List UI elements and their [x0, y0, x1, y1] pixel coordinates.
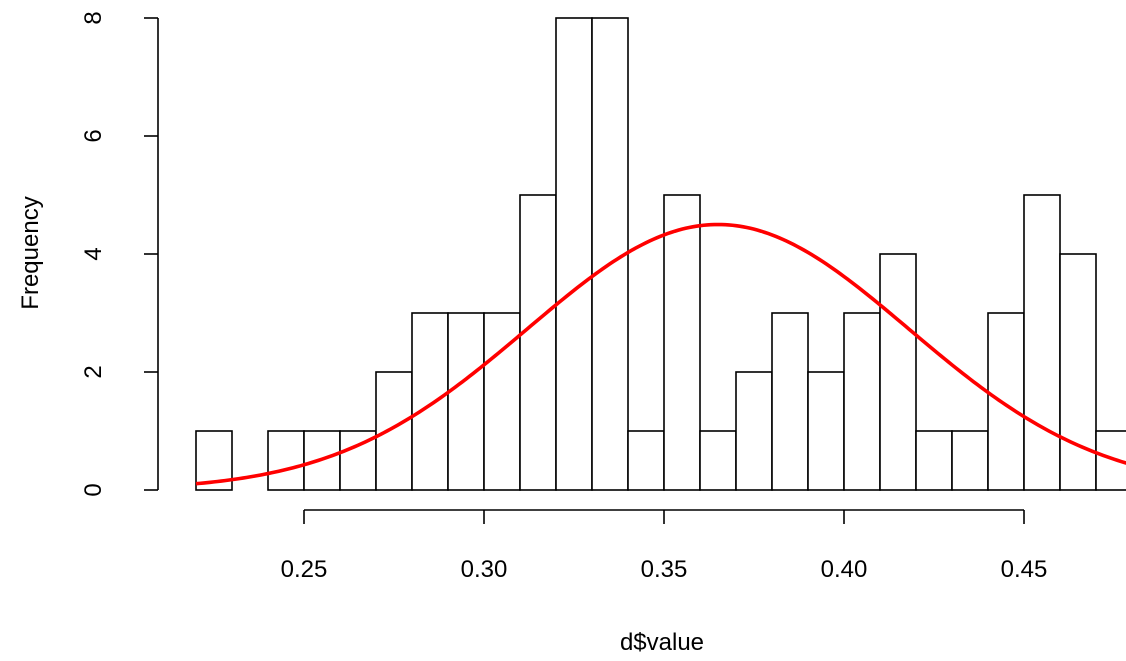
histogram-bar	[915, 430, 953, 491]
x-tick-label: 0.45	[1001, 556, 1048, 583]
histogram-bar	[627, 430, 665, 491]
y-axis-title: Frequency	[17, 196, 44, 309]
histogram-bars	[195, 17, 1126, 491]
x-axis-title: d$value	[620, 629, 704, 656]
histogram-bar	[843, 312, 881, 491]
histogram-bar	[879, 253, 917, 491]
histogram-bar	[1023, 194, 1061, 491]
y-tick-label: 4	[80, 247, 107, 260]
histogram-bar	[411, 312, 449, 491]
histogram-bar	[519, 194, 557, 491]
histogram-bar	[555, 17, 593, 491]
x-axis: 0.25 0.30 0.35 0.40 0.45	[281, 509, 1048, 583]
histogram-bar	[699, 430, 737, 491]
histogram-bar	[267, 430, 305, 491]
y-tick-label: 8	[80, 11, 107, 24]
x-tick-label: 0.25	[281, 556, 328, 583]
x-tick-label: 0.30	[461, 556, 508, 583]
histogram-bar	[735, 371, 773, 491]
histogram-bar	[663, 194, 701, 491]
y-tick-label: 2	[80, 365, 107, 378]
histogram-bar	[375, 371, 413, 491]
histogram-bar	[1059, 253, 1097, 491]
x-tick-label: 0.35	[641, 556, 688, 583]
y-axis: 0 2 4 6 8	[80, 11, 159, 497]
density-curve	[195, 222, 1126, 486]
y-tick-label: 6	[80, 129, 107, 142]
histogram-bar	[771, 312, 809, 491]
histogram-bar	[987, 312, 1025, 491]
y-tick-label: 0	[80, 483, 107, 496]
histogram-bar	[951, 430, 989, 491]
histogram-bar	[447, 312, 485, 491]
x-tick-label: 0.40	[821, 556, 868, 583]
histogram-bar	[807, 371, 845, 491]
